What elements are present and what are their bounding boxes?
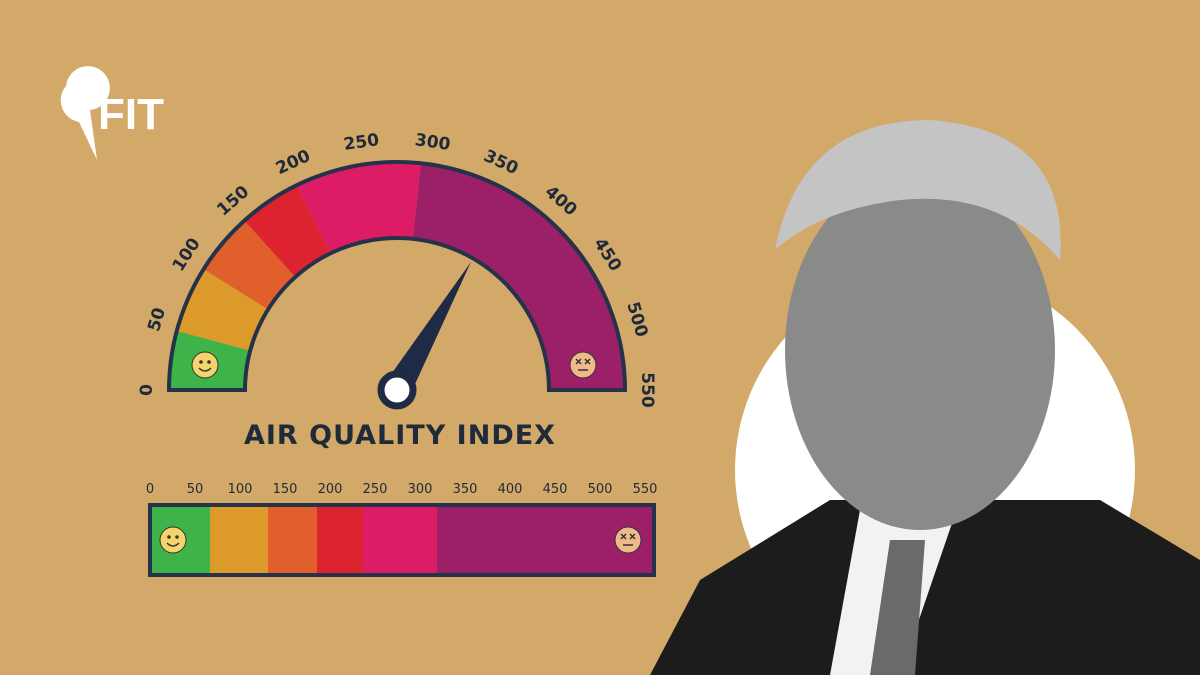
bar-tick-label: 250 bbox=[363, 482, 388, 497]
mouth bbox=[166, 542, 180, 547]
eye bbox=[207, 360, 211, 364]
eye bbox=[620, 533, 636, 540]
bar-segment bbox=[268, 505, 317, 575]
eye bbox=[575, 358, 591, 365]
bar-tick-label: 200 bbox=[318, 482, 343, 497]
aqi-bar: 0 50 100 150 200 250 300 350 400 450 500 550 bbox=[146, 482, 658, 577]
face-icon bbox=[159, 526, 187, 554]
hair bbox=[775, 120, 1061, 260]
gauge-segment bbox=[244, 185, 331, 278]
bar-tick-label: 400 bbox=[498, 482, 523, 497]
mouth bbox=[198, 367, 212, 372]
face-icon bbox=[614, 526, 642, 554]
bar-outline bbox=[148, 503, 656, 577]
face bbox=[785, 170, 1055, 530]
gauge-segment bbox=[203, 220, 296, 310]
photo bbox=[650, 120, 1200, 675]
gauge-outline bbox=[166, 160, 628, 392]
logo: FIT bbox=[60, 66, 164, 160]
bar-tick-label: 300 bbox=[408, 482, 433, 497]
bar-tick-label: 450 bbox=[543, 482, 568, 497]
gauge-tick-label: 0 bbox=[137, 384, 157, 396]
title: AIR QUALITY INDEX bbox=[244, 420, 556, 451]
bar-segment bbox=[363, 505, 437, 575]
bar-tick-label: 550 bbox=[633, 482, 658, 497]
gauge-segment bbox=[412, 163, 625, 390]
gauge-segment bbox=[297, 162, 421, 254]
bar-segment bbox=[210, 505, 268, 575]
face-icon bbox=[569, 351, 597, 379]
face-icon bbox=[191, 351, 219, 379]
logo-bubble bbox=[60, 66, 110, 160]
eye bbox=[167, 535, 171, 539]
bar-tick-label: 350 bbox=[453, 482, 478, 497]
needle-hub bbox=[377, 370, 417, 410]
eye bbox=[199, 360, 203, 364]
gauge-tick-label: 550 bbox=[637, 372, 657, 408]
logo-text: FIT bbox=[98, 90, 164, 139]
bar-tick-label: 0 bbox=[146, 482, 154, 497]
bar-tick-label: 150 bbox=[273, 482, 298, 497]
eye bbox=[175, 535, 179, 539]
bar-tick-label: 100 bbox=[228, 482, 253, 497]
bar-segment bbox=[317, 505, 363, 575]
tie bbox=[870, 540, 925, 675]
bar-tick-label: 500 bbox=[588, 482, 613, 497]
bar-tick-label: 50 bbox=[187, 482, 204, 497]
gauge-segment bbox=[176, 269, 269, 351]
needle bbox=[384, 261, 471, 397]
